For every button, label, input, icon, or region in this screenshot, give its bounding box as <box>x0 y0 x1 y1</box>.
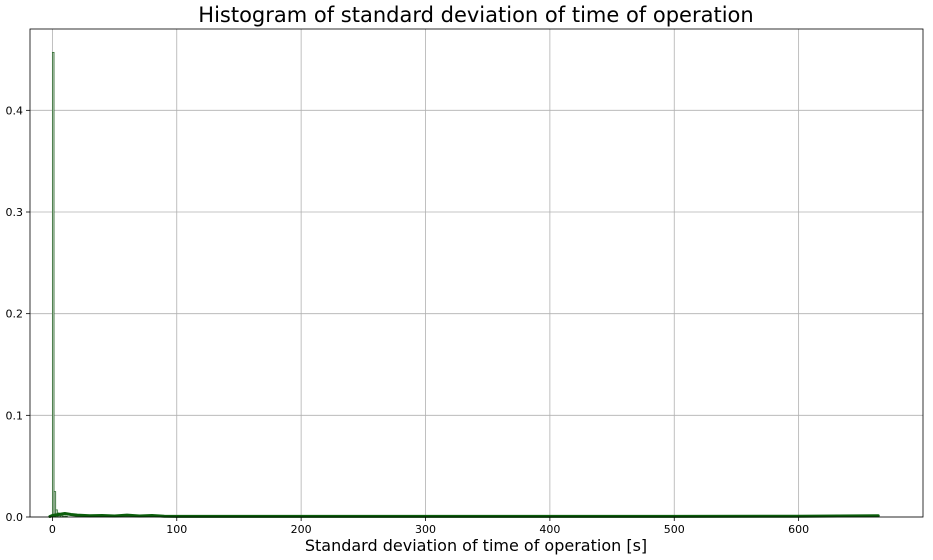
y-axis-ticks: 0.0 0.1 0.2 0.3 0.4 <box>6 104 30 524</box>
x-tick-label: 0 <box>49 523 56 536</box>
y-tick-label: 0.4 <box>6 104 24 117</box>
y-tick-label: 0.1 <box>6 409 24 422</box>
x-tick-label: 600 <box>788 523 809 536</box>
plot-frame <box>29 28 924 518</box>
x-tick-label: 200 <box>291 523 312 536</box>
kde-line <box>48 511 880 518</box>
chart-title: Histogram of standard deviation of time … <box>198 3 753 27</box>
x-axis-ticks: 0 100 200 300 400 500 600 <box>49 517 809 536</box>
histogram-bar <box>51 51 55 518</box>
density-curve <box>48 511 880 518</box>
x-tick-label: 500 <box>664 523 685 536</box>
x-tick-label: 100 <box>166 523 187 536</box>
histogram-bars <box>51 51 68 518</box>
x-tick-label: 300 <box>415 523 436 536</box>
y-tick-label: 0.2 <box>6 308 24 321</box>
y-tick-label: 0.0 <box>6 511 24 524</box>
x-axis-label: Standard deviation of time of operation … <box>305 536 647 555</box>
y-tick-label: 0.3 <box>6 206 24 219</box>
x-tick-label: 400 <box>539 523 560 536</box>
grid-lines <box>30 29 923 518</box>
